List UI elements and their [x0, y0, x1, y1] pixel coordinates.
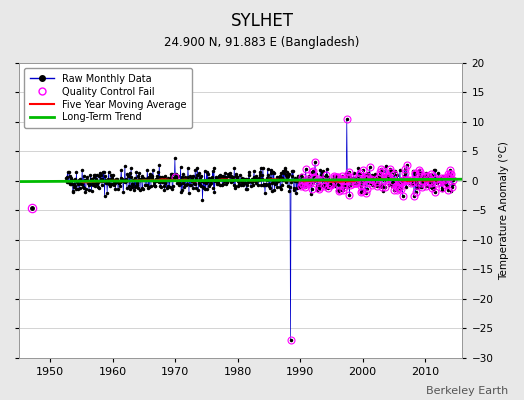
- Text: SYLHET: SYLHET: [231, 12, 293, 30]
- Text: Berkeley Earth: Berkeley Earth: [426, 386, 508, 396]
- Text: 24.900 N, 91.883 E (Bangladesh): 24.900 N, 91.883 E (Bangladesh): [165, 36, 359, 49]
- Legend: Raw Monthly Data, Quality Control Fail, Five Year Moving Average, Long-Term Tren: Raw Monthly Data, Quality Control Fail, …: [24, 68, 192, 128]
- Y-axis label: Temperature Anomaly (°C): Temperature Anomaly (°C): [499, 141, 509, 280]
